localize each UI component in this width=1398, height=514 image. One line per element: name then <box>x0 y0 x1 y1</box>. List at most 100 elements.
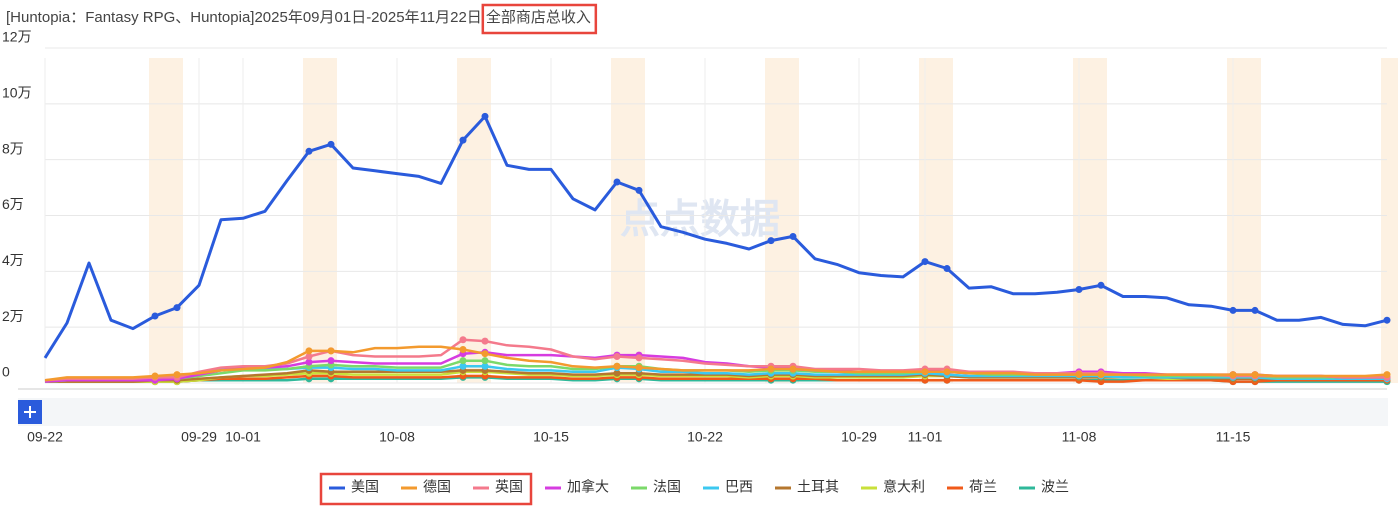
x-tick-label: 09-22 <box>27 429 63 445</box>
chart-title: [Huntopia：Fantasy RPG、Huntopia]2025年09月0… <box>6 9 482 26</box>
weekend-band <box>1381 58 1398 383</box>
series-marker <box>305 352 313 360</box>
series-marker <box>1097 371 1105 379</box>
series-marker <box>921 258 929 266</box>
legend-label: 土耳其 <box>797 479 839 495</box>
legend-label: 巴西 <box>725 479 753 495</box>
series-marker <box>327 357 335 365</box>
highlight-box <box>481 3 598 35</box>
legend-item[interactable]: 美国 <box>329 479 379 495</box>
series-marker <box>1383 316 1391 324</box>
weekend-band <box>1073 58 1107 383</box>
series-marker <box>173 371 181 379</box>
legend-label: 加拿大 <box>567 479 609 495</box>
series-marker <box>1229 306 1237 314</box>
series-marker <box>613 362 621 370</box>
series-marker <box>1383 371 1391 379</box>
series-marker <box>151 312 159 320</box>
series-marker <box>481 350 489 358</box>
weekend-band <box>303 58 337 383</box>
x-tick-label: 10-29 <box>841 429 877 445</box>
x-tick-label: 10-15 <box>533 429 569 445</box>
legend-label: 法国 <box>653 479 681 495</box>
x-tick-label: 10-01 <box>225 429 261 445</box>
series-marker <box>481 112 489 120</box>
series-marker <box>613 352 621 360</box>
series-marker <box>459 362 467 370</box>
plus-icon <box>24 406 36 418</box>
series-marker <box>789 232 797 240</box>
series-marker <box>305 347 313 355</box>
series-marker <box>943 265 951 273</box>
series-marker <box>459 136 467 144</box>
series-line <box>43 114 1388 359</box>
series-marker <box>459 357 467 365</box>
weekend-band <box>919 58 953 383</box>
series-marker <box>613 178 621 186</box>
series-marker <box>613 369 621 377</box>
series-marker <box>635 364 643 372</box>
legend: 美国 德国 英国 加拿大 法国 巴西 土耳其 意大利 荷兰 波兰 <box>329 479 1069 495</box>
legend-label: 意大利 <box>883 479 925 495</box>
series-marker <box>327 140 335 148</box>
legend-label: 德国 <box>423 479 451 495</box>
series-marker <box>767 237 775 245</box>
y-tick-label: 6万 <box>2 196 24 212</box>
series-line <box>45 374 1387 383</box>
legend-label: 荷兰 <box>969 479 997 495</box>
series-marker <box>767 365 775 373</box>
zoom-slider[interactable] <box>18 398 1388 426</box>
series-marker <box>481 362 489 370</box>
legend-item[interactable]: 德国 <box>401 479 451 495</box>
series-marker <box>789 365 797 373</box>
legend-label: 波兰 <box>1041 479 1069 495</box>
y-tick-label: 2万 <box>2 308 24 324</box>
series-marker <box>173 304 181 312</box>
series-marker <box>635 354 643 362</box>
y-tick-label: 0 <box>2 364 10 380</box>
weekend-band <box>611 58 645 383</box>
series-marker <box>305 358 313 366</box>
legend-item[interactable]: 巴西 <box>703 479 753 495</box>
legend-label: 美国 <box>351 479 379 495</box>
legend-item[interactable]: 加拿大 <box>545 479 609 495</box>
legend-item[interactable]: 土耳其 <box>775 479 839 495</box>
weekend-band <box>765 58 799 383</box>
legend-item[interactable]: 英国 <box>473 479 523 495</box>
series-marker <box>1229 371 1237 379</box>
series-line <box>44 345 1388 382</box>
y-tick-label: 8万 <box>2 140 24 156</box>
series-marker <box>459 346 467 353</box>
x-tick-label: 11-15 <box>1216 429 1251 445</box>
series-marker <box>1097 281 1105 289</box>
legend-item[interactable]: 波兰 <box>1019 479 1069 495</box>
legend-item[interactable]: 意大利 <box>861 479 925 495</box>
y-tick-label: 4万 <box>2 252 24 268</box>
series-marker <box>1075 285 1083 293</box>
x-tick-label: 11-01 <box>908 429 943 445</box>
title-highlight: 全部商店总收入 <box>486 8 591 26</box>
series-marker <box>1251 371 1259 379</box>
series-marker <box>481 357 489 365</box>
x-tick-label: 10-22 <box>687 429 723 445</box>
weekend-band <box>149 58 183 383</box>
series-marker <box>327 347 335 355</box>
y-tick-label: 10万 <box>2 85 32 101</box>
x-tick-label: 10-08 <box>379 429 415 445</box>
weekend-band <box>457 58 491 383</box>
series-marker <box>943 368 951 376</box>
legend-highlight-box <box>319 472 533 506</box>
series-marker <box>305 147 313 155</box>
legend-label: 英国 <box>495 479 523 495</box>
legend-item[interactable]: 荷兰 <box>947 479 997 495</box>
series-marker <box>1075 371 1083 379</box>
series-marker <box>1251 306 1259 314</box>
legend-item[interactable]: 法国 <box>631 479 681 495</box>
series-marker <box>921 368 929 376</box>
series-marker <box>151 372 159 380</box>
y-tick-label: 12万 <box>2 29 32 45</box>
series-marker <box>459 336 467 344</box>
weekend-band <box>1227 58 1261 383</box>
series-marker <box>481 337 489 345</box>
